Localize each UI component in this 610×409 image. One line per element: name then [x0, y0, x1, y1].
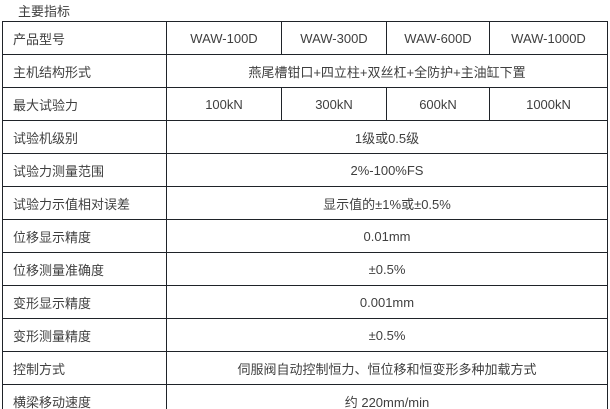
table-row: 位移显示精度 0.01mm: [2, 219, 608, 253]
spec-label: 控制方式: [2, 351, 167, 385]
spec-table: 产品型号 WAW-100D WAW-300D WAW-600D WAW-1000D 主机结…: [2, 21, 608, 409]
spec-value: WAW-100D: [166, 21, 282, 55]
table-row: 最大试验力 100kN 300kN 600kN 1000kN: [2, 87, 608, 121]
table-row: 横梁移动速度约 220mm/min: [2, 384, 608, 409]
table-row: 控制方式 伺服阀自动控制恒力、恒位移和恒变形多种加载方式: [2, 351, 608, 385]
spec-value: ±0.5%: [166, 318, 608, 352]
spec-value: ±0.5%: [166, 252, 608, 286]
spec-value: 燕尾槽钳口+四立柱+双丝杠+全防护+主油缸下置: [166, 54, 608, 88]
table-row: 主机结构形式 燕尾槽钳口+四立柱+双丝杠+全防护+主油缸下置: [2, 54, 608, 88]
spec-value: WAW-600D: [386, 21, 490, 55]
spec-value: WAW-300D: [281, 21, 387, 55]
spec-value: 0.001mm: [166, 285, 608, 319]
spec-value: 2%-100%FS: [166, 153, 608, 187]
spec-value: 1级或0.5级: [166, 120, 608, 154]
table-row: 变形显示精度 0.001mm: [2, 285, 608, 319]
spec-label: 主机结构形式: [2, 54, 167, 88]
spec-value: 1000kN: [489, 87, 608, 121]
table-row: 试验力示值相对误差 显示值的±1%或±0.5%: [2, 186, 608, 220]
spec-label: 横梁移动速度: [2, 384, 167, 409]
spec-value: 伺服阀自动控制恒力、恒位移和恒变形多种加载方式: [166, 351, 608, 385]
spec-label: 试验力示值相对误差: [2, 186, 167, 220]
spec-label: 试验机级别: [2, 120, 167, 154]
spec-value: 600kN: [386, 87, 490, 121]
spec-label: 最大试验力: [2, 87, 167, 121]
spec-label: 变形测量精度: [2, 318, 167, 352]
table-row: 位移测量准确度 ±0.5%: [2, 252, 608, 286]
table-row: 变形测量精度 ±0.5%: [2, 318, 608, 352]
page-title: 主要指标: [18, 4, 71, 19]
spec-label: 位移测量准确度: [2, 252, 167, 286]
table-row: 试验机级别 1级或0.5级: [2, 120, 608, 154]
spec-label: 位移显示精度: [2, 219, 167, 253]
table-row: 产品型号 WAW-100D WAW-300D WAW-600D WAW-1000D: [2, 21, 608, 55]
spec-value: 100kN: [166, 87, 282, 121]
spec-table-body: 产品型号 WAW-100D WAW-300D WAW-600D WAW-1000D 主机结…: [2, 21, 608, 409]
spec-value: WAW-1000D: [489, 21, 608, 55]
spec-label: 变形显示精度: [2, 285, 167, 319]
spec-value: 0.01mm: [166, 219, 608, 253]
spec-label: 试验力测量范围: [2, 153, 167, 187]
spec-value: 300kN: [281, 87, 387, 121]
table-row: 试验力测量范围 2%-100%FS: [2, 153, 608, 187]
spec-value: 显示值的±1%或±0.5%: [166, 186, 608, 220]
spec-value: 约 220mm/min: [166, 384, 608, 409]
spec-label: 产品型号: [2, 21, 167, 55]
